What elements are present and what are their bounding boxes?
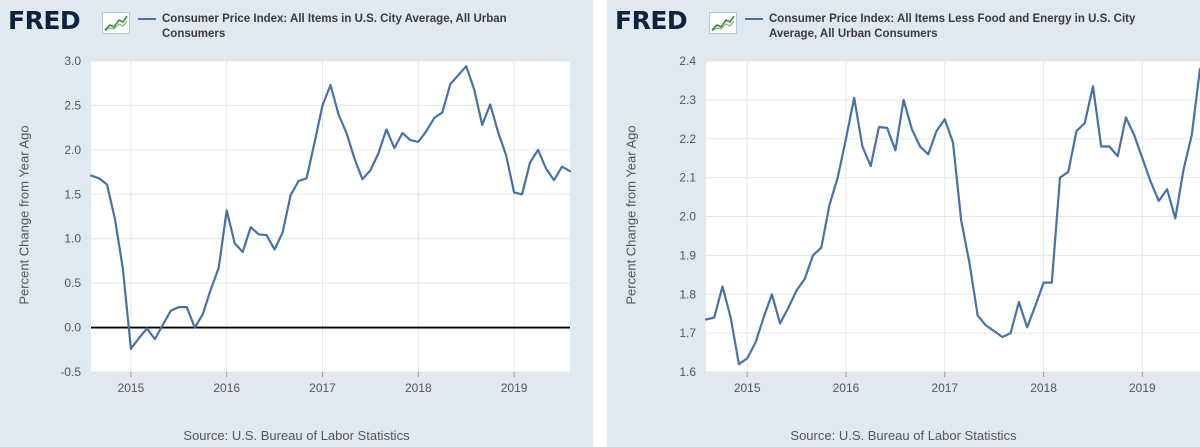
fred-logo: FRED xyxy=(8,6,81,35)
y-tick-label: 1.8 xyxy=(679,287,696,301)
x-tick-label: 2017 xyxy=(309,381,336,395)
chart-panel-left: FRED Consumer Price Index: All Items in … xyxy=(0,0,593,447)
y-tick-label: 0.5 xyxy=(64,276,81,290)
line-chart-cpi-all-items: 3.0 2.5 2.0 1.5 1.0 0.5 0.0 -0.5 2015 2016 2017 201… xyxy=(60,54,572,395)
x-tick-label: 2019 xyxy=(1129,381,1156,395)
y-tick-label: 1.5 xyxy=(64,187,81,201)
x-tick-label: 2016 xyxy=(213,381,240,395)
y-tick-label: 1.7 xyxy=(679,326,696,340)
y-tick-label: 1.0 xyxy=(64,232,81,246)
y-tick-label: 0.0 xyxy=(64,321,81,335)
y-tick-label: 2.4 xyxy=(679,54,696,68)
fred-trend-chart-icon xyxy=(709,12,737,34)
y-tick-label: 3.0 xyxy=(64,54,81,68)
y-tick-label: 2.2 xyxy=(679,132,696,146)
fred-trend-chart-icon xyxy=(102,12,130,34)
x-tick-label: 2015 xyxy=(118,381,145,395)
legend-label: Consumer Price Index: All Items in U.S. … xyxy=(162,12,507,42)
x-tick-label: 2019 xyxy=(501,381,528,395)
y-tick-label: 2.0 xyxy=(679,210,696,224)
plot-area xyxy=(91,61,570,372)
y-tick-label: -0.5 xyxy=(60,365,81,379)
y-tick-label: 2.1 xyxy=(679,171,696,185)
x-tick-label: 2018 xyxy=(1030,381,1057,395)
x-tick-label: 2016 xyxy=(833,381,860,395)
source-note: Source: U.S. Bureau of Labor Statistics xyxy=(790,428,1017,443)
x-tick-label: 2018 xyxy=(405,381,432,395)
legend-line-2: Average, All Urban Consumers xyxy=(769,28,938,40)
y-tick-label: 1.9 xyxy=(679,248,696,262)
legend-line-1: Consumer Price Index: All Items in U.S. … xyxy=(162,13,507,25)
y-tick-label: 1.6 xyxy=(679,365,696,379)
series-line xyxy=(89,65,572,350)
legend-line-swatch xyxy=(745,18,763,20)
legend-line-1: Consumer Price Index: All Items Less Foo… xyxy=(769,13,1136,25)
fred-logo: FRED xyxy=(615,6,688,35)
source-note: Source: U.S. Bureau of Labor Statistics xyxy=(183,428,410,443)
y-tick-label: 2.0 xyxy=(64,143,81,157)
chart-panel-right: FRED Consumer Price Index: All Items Les… xyxy=(607,0,1200,447)
x-tick-label: 2017 xyxy=(931,381,958,395)
legend-line-2: Consumers xyxy=(162,28,226,40)
legend-line-swatch xyxy=(138,18,156,20)
series-line xyxy=(704,67,1200,366)
line-chart-cpi-core: 2.4 2.3 2.2 2.1 2.0 1.9 1.8 1.7 1.6 2015 2016 2017 2… xyxy=(679,54,1200,395)
y-tick-label: 2.3 xyxy=(679,93,696,107)
x-tick-label: 2015 xyxy=(734,381,761,395)
legend-label: Consumer Price Index: All Items Less Foo… xyxy=(769,12,1135,42)
y-tick-label: 2.5 xyxy=(64,98,81,112)
